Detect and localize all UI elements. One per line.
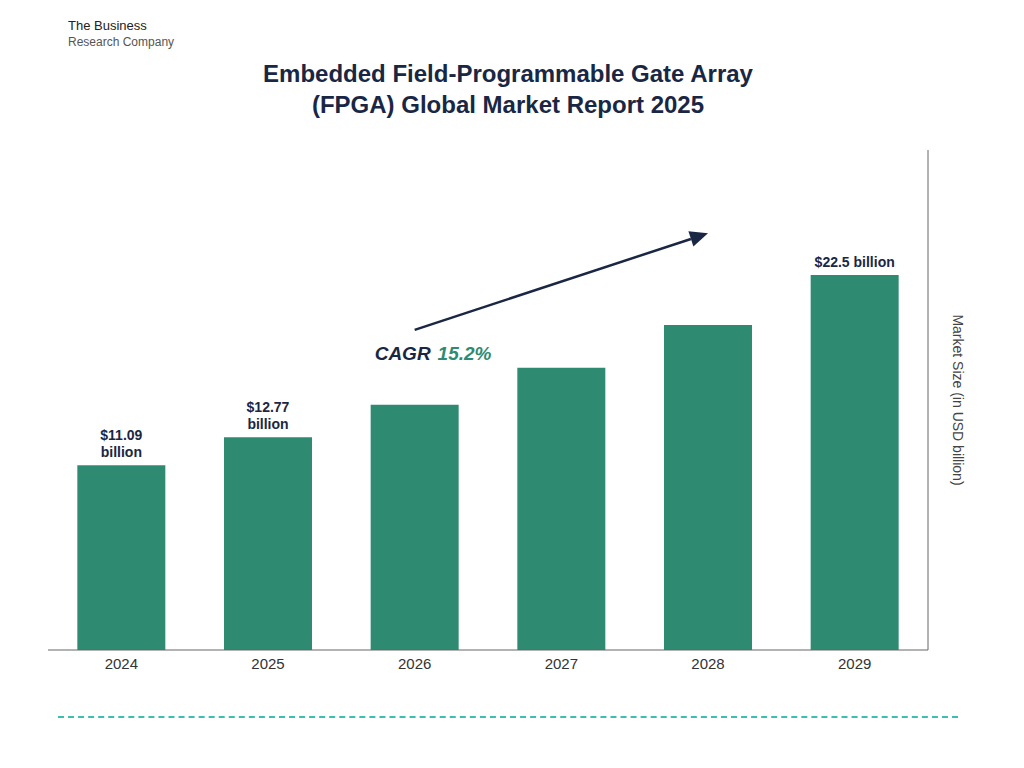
svg-text:2024: 2024 <box>105 655 138 672</box>
html-text:Embedded Field-Programmable Ga: Embedded Field-Programmable Gate Array (… <box>263 60 753 119</box>
svg-text:2026: 2026 <box>398 655 431 672</box>
svg-text:2028: 2028 <box>691 655 724 672</box>
svg-text:2027: 2027 <box>545 655 578 672</box>
svg-text:2029: 2029 <box>838 655 871 672</box>
svg-text:CAGR15.2%: CAGR15.2% <box>375 343 492 364</box>
html-text:The Business: The Business <box>68 18 147 33</box>
html-text:Research Company: Research Company <box>68 34 175 49</box>
svg-text:Market Size (in USD billion): Market Size (in USD billion) <box>950 315 966 486</box>
svg-text:$22.5 billion: $22.5 billion <box>815 254 895 270</box>
svg-text:$12.77billion: $12.77billion <box>247 400 290 433</box>
svg-text:$11.09billion: $11.09billion <box>100 428 142 461</box>
svg-text:2025: 2025 <box>251 655 284 672</box>
